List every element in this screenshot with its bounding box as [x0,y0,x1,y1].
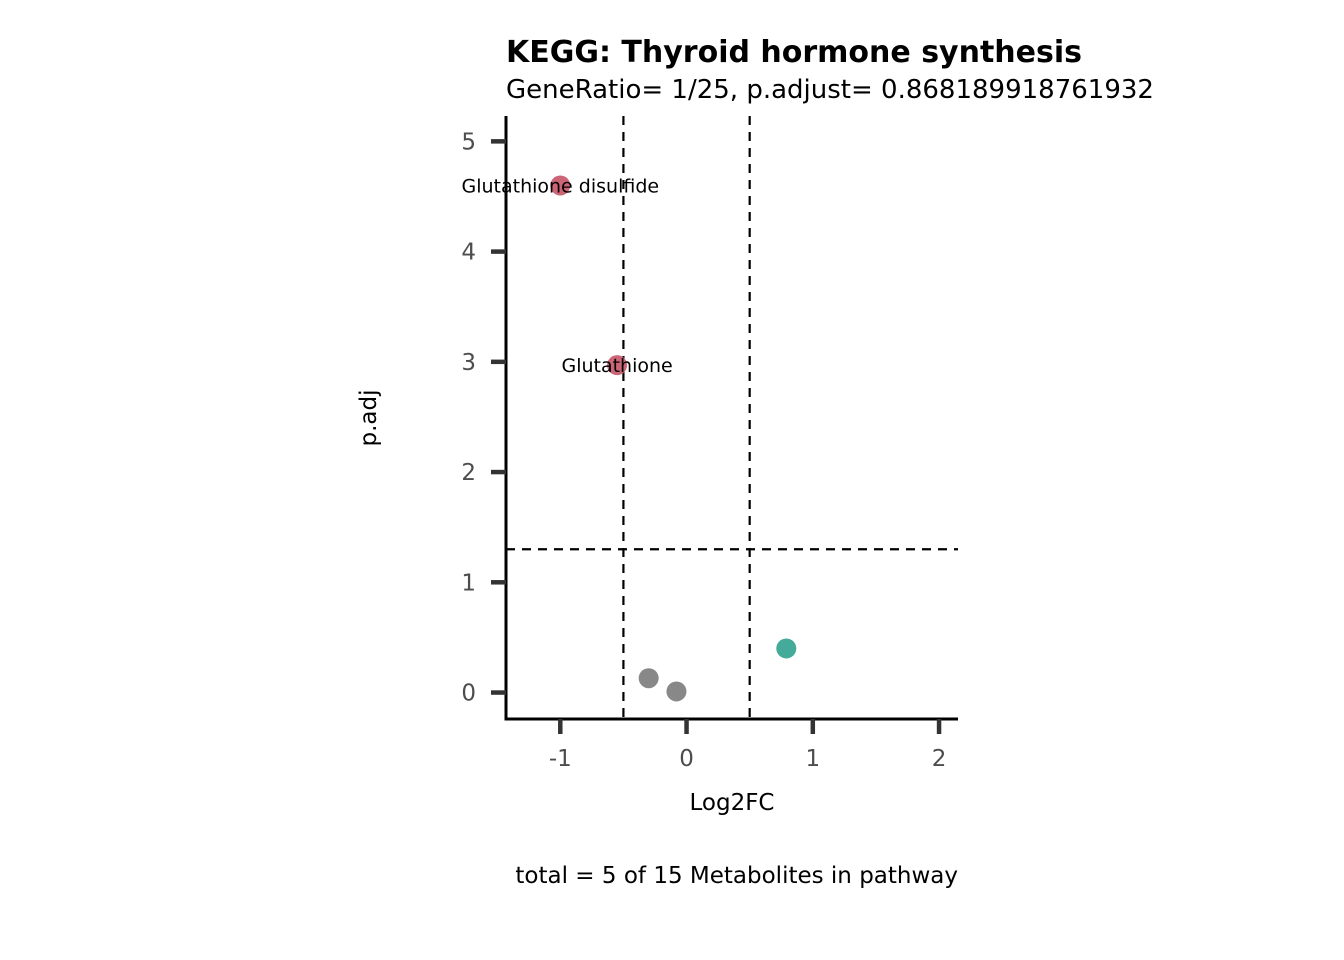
data-points [550,175,797,702]
y-axis-ticks: 0 1 2 3 4 5 [461,129,506,707]
point-label: Glutathione [561,355,672,377]
x-tick-label: 0 [679,746,694,772]
chart-title: KEGG: Thyroid hormone synthesis [506,35,1082,70]
data-point-ns [638,668,659,689]
y-tick-label: 2 [461,460,476,486]
chart-caption: total = 5 of 15 Metabolites in pathway [515,863,958,889]
x-tick-label: -1 [549,746,572,772]
axes [504,116,958,721]
point-labels: Glutathione disulfide Glutathione [461,175,672,377]
y-tick-label: 3 [461,350,476,376]
point-label: Glutathione disulfide [461,175,659,197]
y-tick-label: 4 [461,240,476,266]
x-axis-ticks: -1 0 1 2 [549,719,947,772]
data-point-ns [666,681,687,702]
y-tick-label: 1 [461,570,476,596]
y-tick-label: 0 [461,681,476,707]
x-axis-title: Log2FC [689,790,774,816]
data-point-down [550,175,571,196]
threshold-lines [506,116,958,719]
y-axis-title: p.adj [356,390,382,447]
x-tick-label: 2 [932,746,947,772]
x-tick-label: 1 [805,746,820,772]
chart-subtitle: GeneRatio= 1/25, p.adjust= 0.86818991876… [506,75,1154,105]
data-point-up [776,638,797,659]
y-tick-label: 5 [461,129,476,155]
data-point-down [607,355,628,376]
